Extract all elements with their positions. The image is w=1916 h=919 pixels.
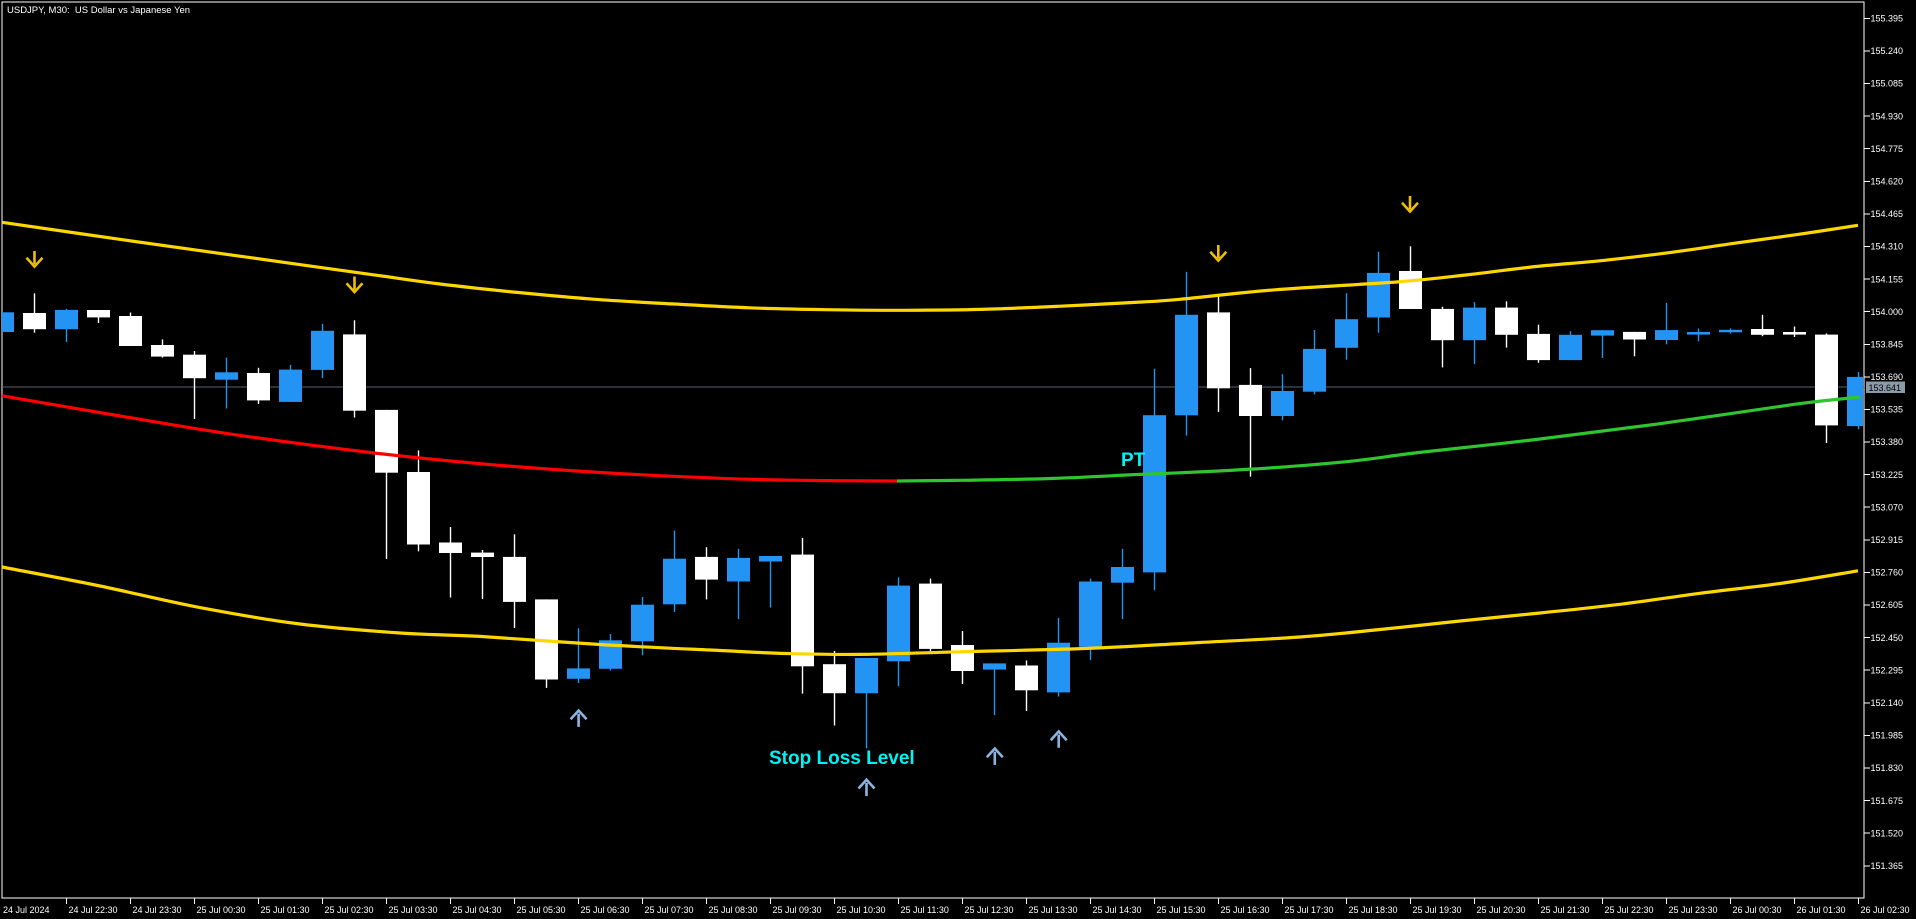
svg-text:25 Jul 11:30: 25 Jul 11:30 [901, 905, 949, 915]
svg-text:25 Jul 13:30: 25 Jul 13:30 [1029, 905, 1078, 915]
svg-text:25 Jul 10:30: 25 Jul 10:30 [837, 905, 886, 915]
svg-text:153.845: 153.845 [1871, 340, 1904, 350]
svg-text:PT: PT [1121, 450, 1146, 471]
svg-text:25 Jul 12:30: 25 Jul 12:30 [965, 905, 1014, 915]
svg-text:151.520: 151.520 [1871, 828, 1904, 838]
svg-text:24 Jul 22:30: 24 Jul 22:30 [69, 905, 118, 915]
svg-text:154.775: 154.775 [1871, 144, 1904, 154]
svg-text:152.915: 152.915 [1871, 535, 1904, 545]
svg-text:154.310: 154.310 [1871, 242, 1904, 252]
svg-text:25 Jul 04:30: 25 Jul 04:30 [453, 905, 502, 915]
svg-text:152.295: 152.295 [1871, 665, 1904, 675]
svg-text:25 Jul 15:30: 25 Jul 15:30 [1157, 905, 1206, 915]
svg-text:25 Jul 06:30: 25 Jul 06:30 [581, 905, 630, 915]
svg-text:152.450: 152.450 [1871, 633, 1904, 643]
svg-text:25 Jul 23:30: 25 Jul 23:30 [1669, 905, 1718, 915]
svg-text:155.395: 155.395 [1871, 14, 1904, 24]
svg-text:24 Jul 23:30: 24 Jul 23:30 [133, 905, 182, 915]
svg-text:25 Jul 22:30: 25 Jul 22:30 [1605, 905, 1654, 915]
svg-text:Stop Loss Level: Stop Loss Level [769, 748, 915, 769]
svg-text:25 Jul 03:30: 25 Jul 03:30 [389, 905, 438, 915]
svg-text:154.465: 154.465 [1871, 209, 1904, 219]
svg-text:154.930: 154.930 [1871, 111, 1904, 121]
svg-text:151.365: 151.365 [1871, 861, 1904, 871]
svg-text:154.000: 154.000 [1871, 307, 1904, 317]
svg-text:153.641: 153.641 [1869, 383, 1902, 393]
svg-text:26 Jul 01:30: 26 Jul 01:30 [1797, 905, 1846, 915]
svg-text:152.760: 152.760 [1871, 568, 1904, 578]
svg-text:153.690: 153.690 [1871, 372, 1904, 382]
svg-text:26 Jul 00:30: 26 Jul 00:30 [1733, 905, 1782, 915]
svg-text:25 Jul 20:30: 25 Jul 20:30 [1477, 905, 1526, 915]
svg-text:25 Jul 05:30: 25 Jul 05:30 [517, 905, 566, 915]
svg-text:25 Jul 07:30: 25 Jul 07:30 [645, 905, 694, 915]
svg-text:25 Jul 21:30: 25 Jul 21:30 [1541, 905, 1590, 915]
svg-text:25 Jul 18:30: 25 Jul 18:30 [1349, 905, 1398, 915]
svg-text:151.830: 151.830 [1871, 763, 1904, 773]
svg-text:155.085: 155.085 [1871, 79, 1904, 89]
svg-text:25 Jul 19:30: 25 Jul 19:30 [1413, 905, 1462, 915]
svg-text:151.675: 151.675 [1871, 796, 1904, 806]
svg-text:25 Jul 00:30: 25 Jul 00:30 [197, 905, 246, 915]
svg-text:153.070: 153.070 [1871, 502, 1904, 512]
svg-text:154.155: 154.155 [1871, 274, 1904, 284]
svg-text:USDJPY, M30: US Dollar vs Jap: USDJPY, M30: US Dollar vs Japanese Yen [7, 5, 190, 16]
svg-text:25 Jul 02:30: 25 Jul 02:30 [325, 905, 374, 915]
svg-text:153.380: 153.380 [1871, 437, 1904, 447]
svg-text:25 Jul 01:30: 25 Jul 01:30 [261, 905, 310, 915]
svg-text:151.985: 151.985 [1871, 731, 1904, 741]
svg-text:25 Jul 16:30: 25 Jul 16:30 [1221, 905, 1270, 915]
svg-text:153.225: 153.225 [1871, 470, 1904, 480]
svg-text:152.140: 152.140 [1871, 698, 1904, 708]
svg-text:25 Jul 17:30: 25 Jul 17:30 [1285, 905, 1334, 915]
svg-text:154.620: 154.620 [1871, 177, 1904, 187]
svg-text:153.535: 153.535 [1871, 405, 1904, 415]
svg-text:25 Jul 08:30: 25 Jul 08:30 [709, 905, 758, 915]
svg-text:26 Jul 02:30: 26 Jul 02:30 [1861, 905, 1910, 915]
svg-text:155.240: 155.240 [1871, 46, 1904, 56]
svg-text:152.605: 152.605 [1871, 600, 1904, 610]
svg-text:25 Jul 09:30: 25 Jul 09:30 [773, 905, 822, 915]
svg-text:25 Jul 14:30: 25 Jul 14:30 [1093, 905, 1142, 915]
svg-text:24 Jul 2024: 24 Jul 2024 [3, 905, 50, 915]
